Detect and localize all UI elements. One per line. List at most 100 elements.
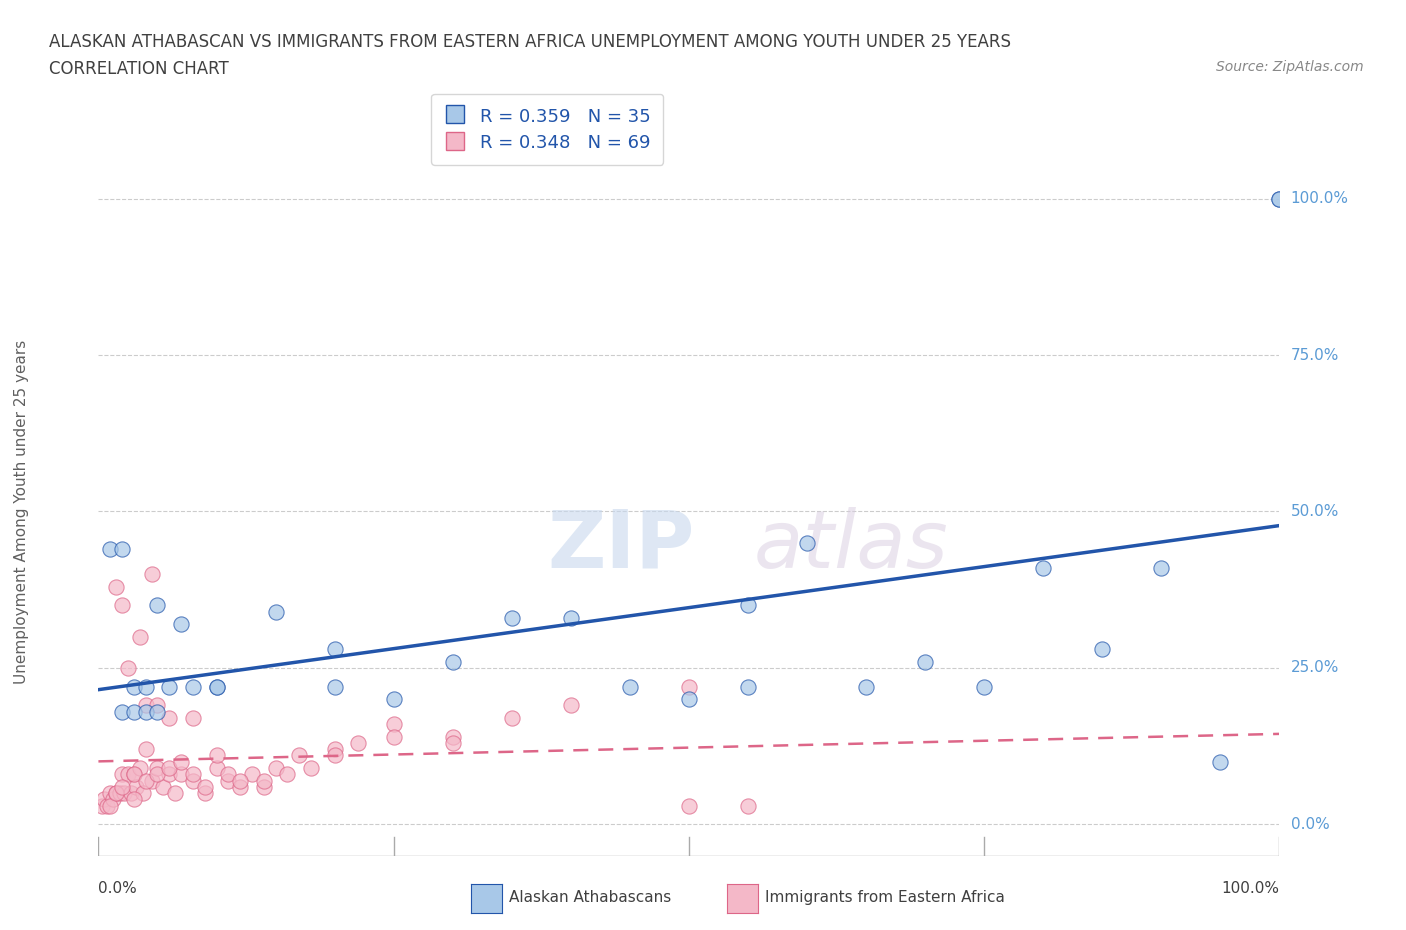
Point bbox=[96, 798, 118, 813]
Point bbox=[146, 598, 169, 613]
Point bbox=[135, 679, 157, 694]
Point bbox=[1268, 192, 1291, 206]
Point bbox=[122, 704, 145, 719]
Point bbox=[111, 541, 134, 556]
Text: 0.0%: 0.0% bbox=[98, 881, 138, 896]
Point bbox=[170, 754, 193, 769]
Point bbox=[737, 598, 759, 613]
Point bbox=[98, 541, 121, 556]
Point bbox=[111, 704, 134, 719]
Point bbox=[122, 767, 145, 782]
Point bbox=[1091, 642, 1114, 657]
Text: 0.0%: 0.0% bbox=[1291, 817, 1329, 831]
Point bbox=[125, 779, 148, 794]
Point bbox=[441, 736, 464, 751]
Text: ZIP: ZIP bbox=[547, 507, 695, 585]
Text: 100.0%: 100.0% bbox=[1222, 881, 1279, 896]
Point bbox=[560, 698, 582, 713]
Point bbox=[146, 698, 169, 713]
Point bbox=[157, 679, 180, 694]
Text: CORRELATION CHART: CORRELATION CHART bbox=[49, 60, 229, 78]
Point bbox=[105, 786, 128, 801]
Point bbox=[240, 767, 263, 782]
Point bbox=[141, 773, 163, 788]
Point bbox=[181, 711, 204, 725]
Text: Alaskan Athabascans: Alaskan Athabascans bbox=[509, 890, 671, 905]
Point bbox=[1032, 561, 1054, 576]
Point bbox=[276, 767, 298, 782]
Text: 25.0%: 25.0% bbox=[1291, 660, 1339, 675]
Point bbox=[111, 779, 134, 794]
Point bbox=[1268, 192, 1291, 206]
Point bbox=[347, 736, 370, 751]
Point bbox=[205, 761, 228, 776]
Point bbox=[501, 711, 523, 725]
Text: Immigrants from Eastern Africa: Immigrants from Eastern Africa bbox=[765, 890, 1005, 905]
Point bbox=[135, 704, 157, 719]
Point bbox=[132, 786, 155, 801]
Point bbox=[1150, 561, 1173, 576]
Point bbox=[737, 798, 759, 813]
Point bbox=[122, 767, 145, 782]
Point bbox=[973, 679, 995, 694]
Point bbox=[165, 786, 187, 801]
Text: 75.0%: 75.0% bbox=[1291, 348, 1339, 363]
Point bbox=[382, 729, 405, 744]
Point bbox=[111, 598, 134, 613]
Point bbox=[194, 779, 217, 794]
Point bbox=[441, 729, 464, 744]
Text: Unemployment Among Youth under 25 years: Unemployment Among Youth under 25 years bbox=[14, 339, 30, 684]
Point bbox=[111, 767, 134, 782]
Point bbox=[98, 798, 121, 813]
Point bbox=[560, 610, 582, 625]
Point bbox=[796, 536, 818, 551]
Text: Source: ZipAtlas.com: Source: ZipAtlas.com bbox=[1216, 60, 1364, 74]
Point bbox=[217, 767, 239, 782]
Text: ALASKAN ATHABASCAN VS IMMIGRANTS FROM EASTERN AFRICA UNEMPLOYMENT AMONG YOUTH UN: ALASKAN ATHABASCAN VS IMMIGRANTS FROM EA… bbox=[49, 33, 1011, 50]
Point bbox=[205, 679, 228, 694]
Point bbox=[323, 748, 346, 763]
Point bbox=[122, 791, 145, 806]
Point bbox=[117, 660, 139, 675]
Point bbox=[170, 617, 193, 631]
Point bbox=[288, 748, 311, 763]
Point bbox=[91, 798, 114, 813]
Point bbox=[121, 786, 143, 801]
Point bbox=[678, 692, 700, 707]
Point bbox=[146, 704, 169, 719]
Text: 50.0%: 50.0% bbox=[1291, 504, 1339, 519]
Point bbox=[441, 654, 464, 669]
Point bbox=[914, 654, 936, 669]
Point bbox=[146, 767, 169, 782]
Text: 100.0%: 100.0% bbox=[1291, 192, 1348, 206]
Point bbox=[194, 786, 217, 801]
Point bbox=[1209, 754, 1232, 769]
Point bbox=[678, 679, 700, 694]
Point bbox=[105, 786, 128, 801]
Point bbox=[170, 767, 193, 782]
Point bbox=[157, 761, 180, 776]
Point bbox=[229, 779, 252, 794]
Point bbox=[146, 761, 169, 776]
Point bbox=[855, 679, 877, 694]
Point bbox=[181, 773, 204, 788]
Point bbox=[253, 773, 276, 788]
Point bbox=[205, 679, 228, 694]
Point bbox=[117, 767, 139, 782]
Point bbox=[98, 786, 121, 801]
Point bbox=[264, 604, 287, 619]
Point bbox=[135, 742, 157, 757]
Point bbox=[108, 786, 131, 801]
Point bbox=[122, 679, 145, 694]
Point bbox=[205, 748, 228, 763]
Point bbox=[619, 679, 641, 694]
Point bbox=[382, 692, 405, 707]
Point bbox=[382, 717, 405, 732]
Point bbox=[135, 773, 157, 788]
Point bbox=[141, 566, 163, 581]
Point bbox=[128, 761, 150, 776]
Point bbox=[93, 791, 115, 806]
Point bbox=[678, 798, 700, 813]
Point bbox=[135, 698, 157, 713]
Point bbox=[105, 579, 128, 594]
